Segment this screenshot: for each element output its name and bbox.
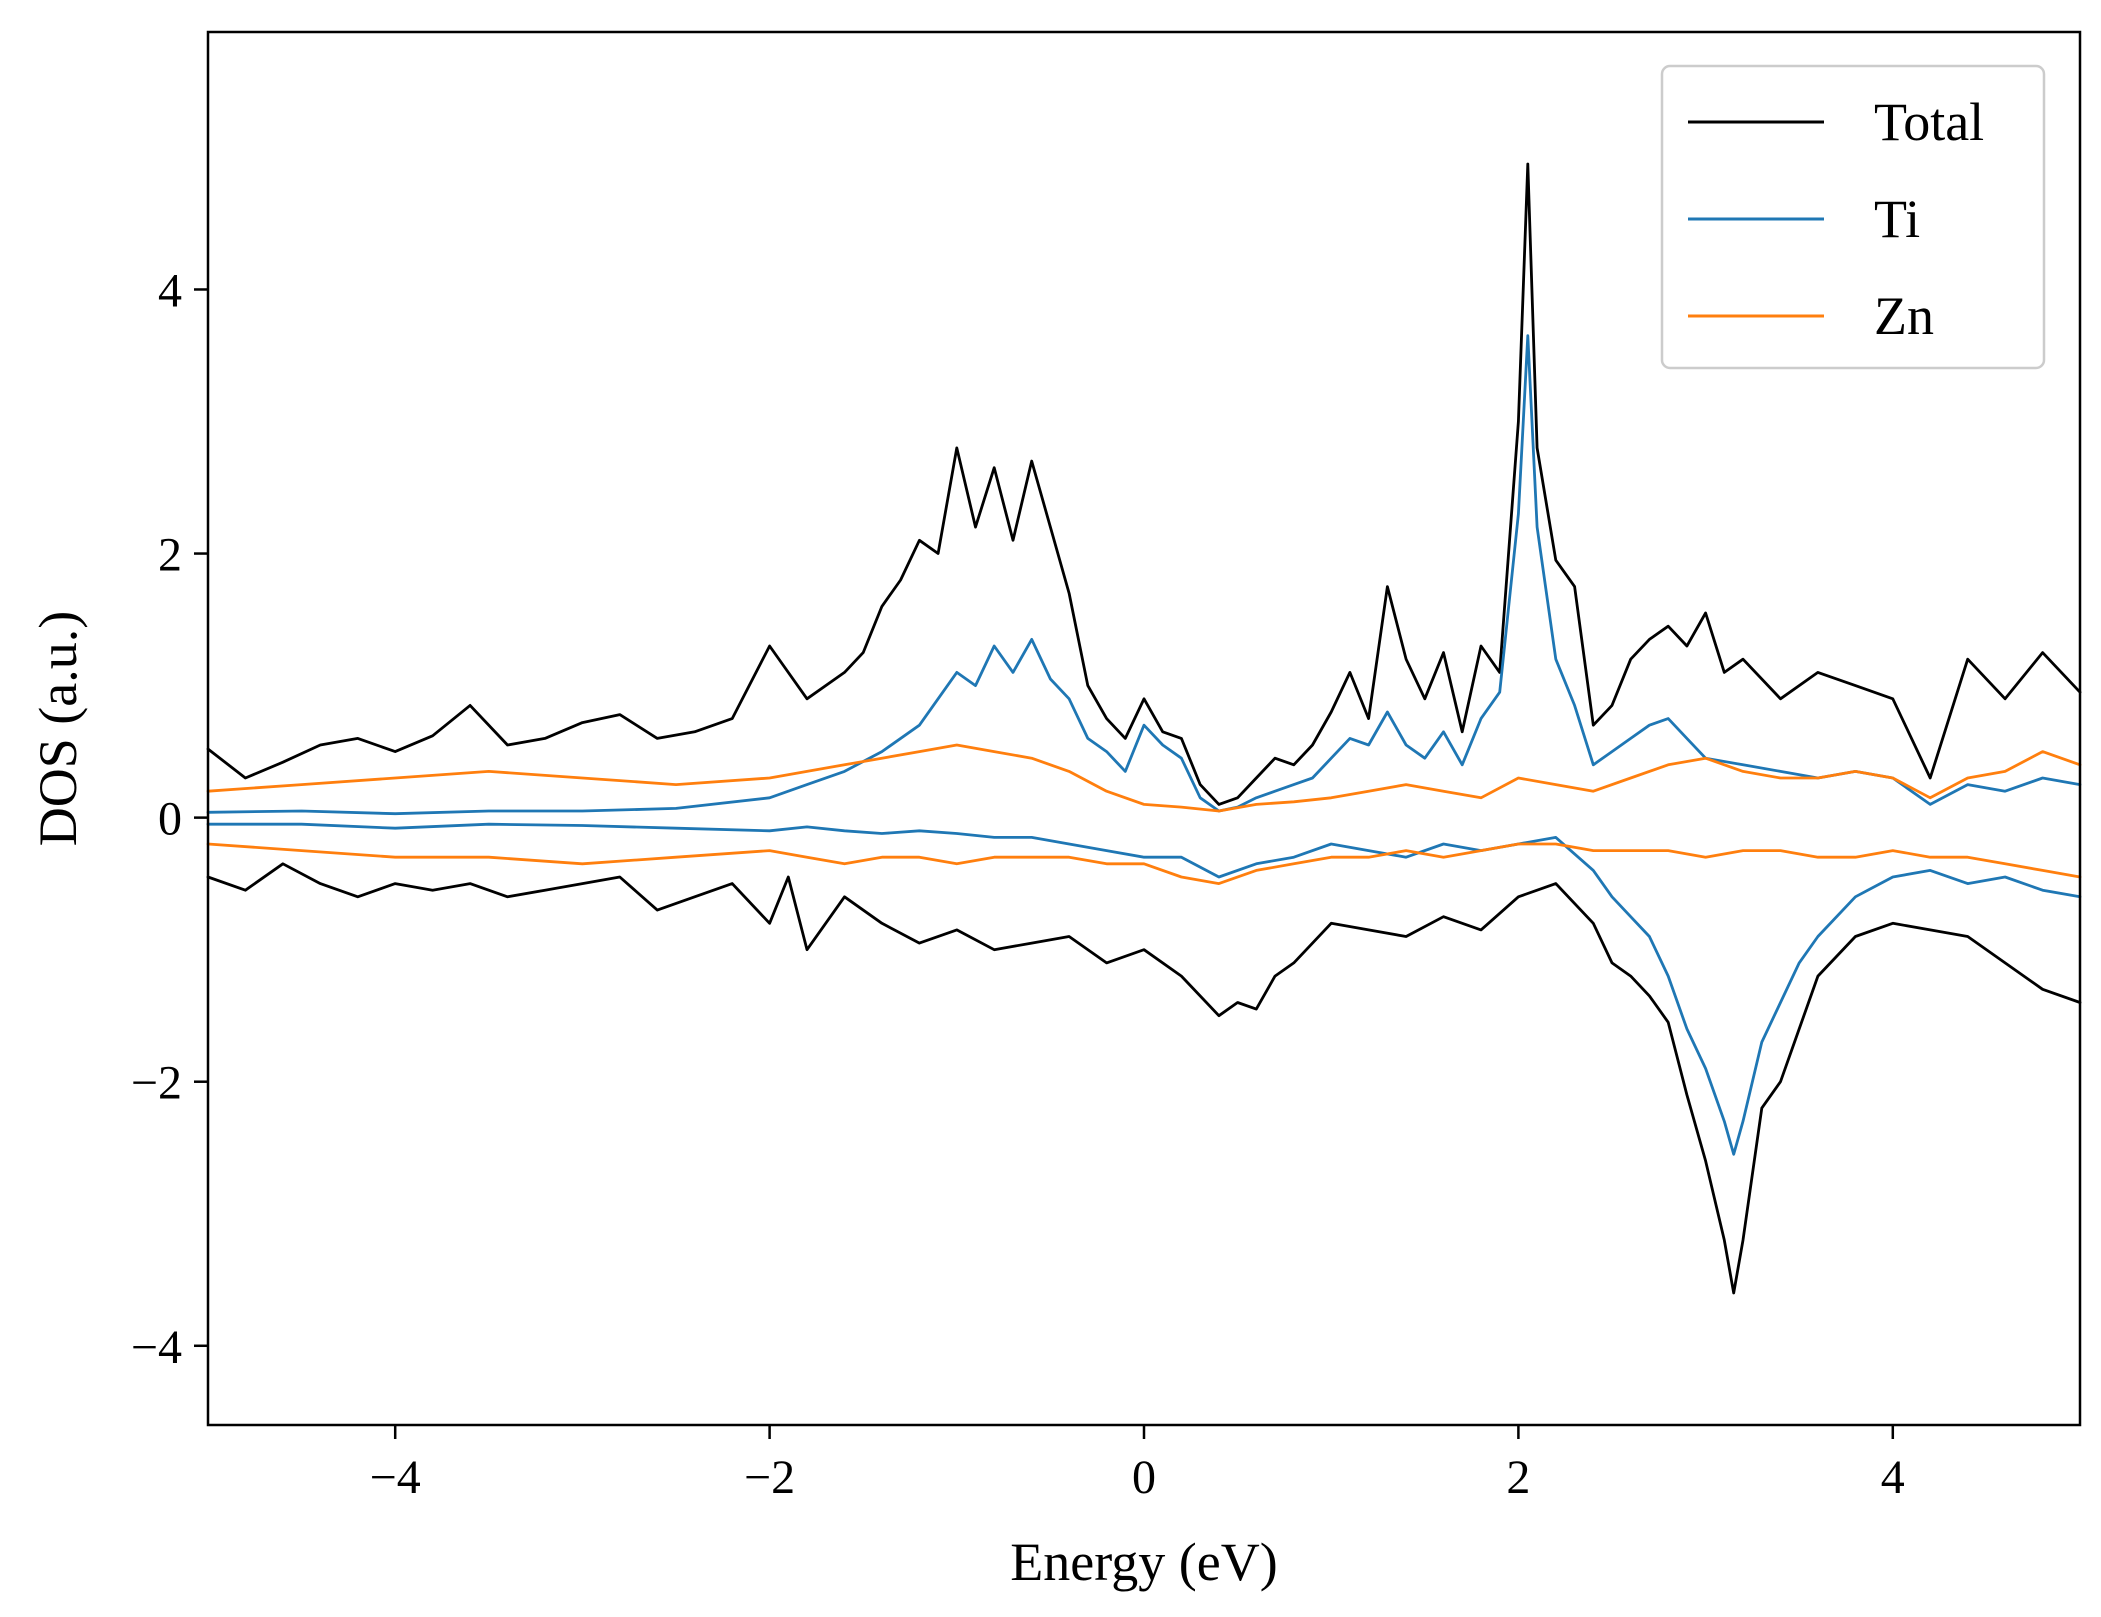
- x-tick-label: 2: [1506, 1451, 1530, 1504]
- legend-total-label: Total: [1874, 92, 1984, 152]
- x-tick-label: 0: [1132, 1451, 1156, 1504]
- y-axis-label: DOS (a.u.): [28, 611, 88, 846]
- series-zn-spin-down-line: [206, 842, 2082, 885]
- y-tick-label: 4: [158, 264, 182, 317]
- series-total-spin-up-line: [206, 162, 2082, 806]
- y-tick-label: −2: [131, 1057, 182, 1110]
- x-axis-label: Energy (eV): [1010, 1532, 1277, 1592]
- y-tick-label: −4: [131, 1321, 182, 1374]
- ticks-layer: −4 −2 0 2 4 −4 −2 0 2 4: [131, 264, 1905, 1504]
- y-tick-label: 2: [158, 529, 182, 582]
- series-ti-spin-down-line: [206, 822, 2082, 1156]
- x-tick-label: 4: [1881, 1451, 1905, 1504]
- series-zn-spin-up-line: [206, 743, 2082, 813]
- series-total-spin-down-line: [206, 862, 2082, 1295]
- legend: Total Ti Zn: [1660, 64, 2046, 370]
- x-tick-label: −4: [370, 1451, 421, 1504]
- legend-ti-label: Ti: [1874, 189, 1920, 249]
- legend-box: [1660, 64, 2046, 370]
- legend-zn-label: Zn: [1874, 286, 1934, 346]
- y-tick-label: 0: [158, 793, 182, 846]
- series-ti-spin-up-line: [206, 334, 2082, 816]
- x-tick-label: −2: [744, 1451, 795, 1504]
- series-layer: [206, 162, 2082, 1295]
